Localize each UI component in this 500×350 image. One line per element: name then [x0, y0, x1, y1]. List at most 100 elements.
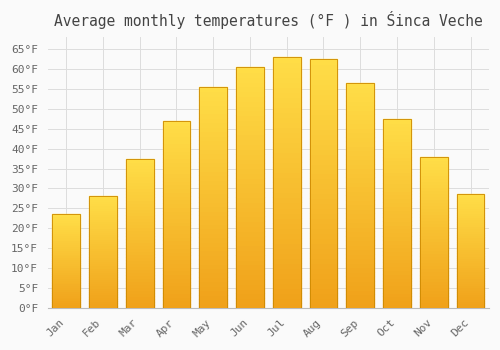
Bar — [420, 163, 448, 166]
Bar — [310, 288, 338, 293]
Bar — [456, 235, 484, 237]
Bar — [383, 296, 411, 300]
Bar — [420, 232, 448, 235]
Bar — [200, 259, 227, 264]
Bar — [162, 278, 190, 282]
Bar — [89, 243, 117, 245]
Bar — [89, 272, 117, 274]
Bar — [273, 288, 300, 293]
Bar — [456, 222, 484, 224]
Bar — [126, 218, 154, 221]
Bar — [162, 151, 190, 154]
Bar — [126, 170, 154, 174]
Bar — [162, 240, 190, 244]
Bar — [420, 241, 448, 244]
Bar — [126, 293, 154, 296]
Bar — [236, 106, 264, 110]
Bar — [89, 239, 117, 241]
Bar — [310, 248, 338, 253]
Bar — [162, 259, 190, 263]
Bar — [236, 221, 264, 226]
Bar — [310, 89, 338, 94]
Bar — [126, 269, 154, 272]
Bar — [346, 150, 374, 155]
Bar — [162, 173, 190, 177]
Bar — [126, 254, 154, 257]
Bar — [420, 290, 448, 293]
Bar — [456, 217, 484, 219]
Bar — [310, 154, 338, 159]
Bar — [236, 101, 264, 106]
Bar — [273, 228, 300, 233]
Bar — [52, 291, 80, 293]
Bar — [236, 154, 264, 159]
Bar — [310, 79, 338, 84]
Bar — [456, 292, 484, 294]
Bar — [126, 272, 154, 275]
Bar — [456, 260, 484, 262]
Bar — [236, 96, 264, 101]
Bar — [89, 259, 117, 261]
Bar — [200, 211, 227, 215]
Bar — [162, 256, 190, 259]
Bar — [346, 177, 374, 182]
Bar — [162, 296, 190, 300]
Bar — [420, 256, 448, 259]
Bar — [200, 233, 227, 237]
Bar — [236, 279, 264, 284]
Bar — [420, 184, 448, 187]
Bar — [420, 299, 448, 302]
Bar — [89, 297, 117, 299]
Bar — [346, 263, 374, 267]
Bar — [456, 299, 484, 301]
Bar — [420, 302, 448, 305]
Bar — [383, 225, 411, 229]
Bar — [52, 263, 80, 265]
Bar — [310, 194, 338, 198]
Bar — [420, 166, 448, 169]
Bar — [126, 159, 154, 308]
Bar — [273, 127, 300, 132]
Bar — [52, 289, 80, 291]
Bar — [346, 159, 374, 164]
Bar — [52, 285, 80, 287]
Bar — [420, 181, 448, 184]
Bar — [420, 178, 448, 181]
Bar — [273, 293, 300, 298]
Bar — [456, 265, 484, 267]
Bar — [52, 268, 80, 271]
Bar — [236, 197, 264, 202]
Bar — [89, 276, 117, 279]
Bar — [126, 287, 154, 290]
Bar — [420, 247, 448, 250]
Bar — [420, 169, 448, 172]
Bar — [273, 182, 300, 188]
Bar — [200, 250, 227, 255]
Bar — [456, 229, 484, 231]
Bar — [420, 214, 448, 217]
Bar — [346, 276, 374, 281]
Bar — [310, 139, 338, 143]
Bar — [346, 290, 374, 294]
Bar — [383, 300, 411, 304]
Bar — [200, 131, 227, 135]
Bar — [89, 247, 117, 250]
Bar — [310, 178, 338, 183]
Bar — [346, 97, 374, 101]
Bar — [456, 206, 484, 208]
Bar — [383, 251, 411, 255]
Bar — [89, 241, 117, 243]
Bar — [383, 278, 411, 281]
Bar — [126, 236, 154, 239]
Bar — [200, 255, 227, 259]
Bar — [52, 272, 80, 274]
Bar — [200, 105, 227, 109]
Bar — [346, 231, 374, 236]
Bar — [162, 229, 190, 233]
Bar — [162, 121, 190, 125]
Bar — [310, 59, 338, 308]
Bar — [52, 224, 80, 225]
Bar — [383, 156, 411, 160]
Bar — [200, 100, 227, 105]
Bar — [162, 289, 190, 293]
